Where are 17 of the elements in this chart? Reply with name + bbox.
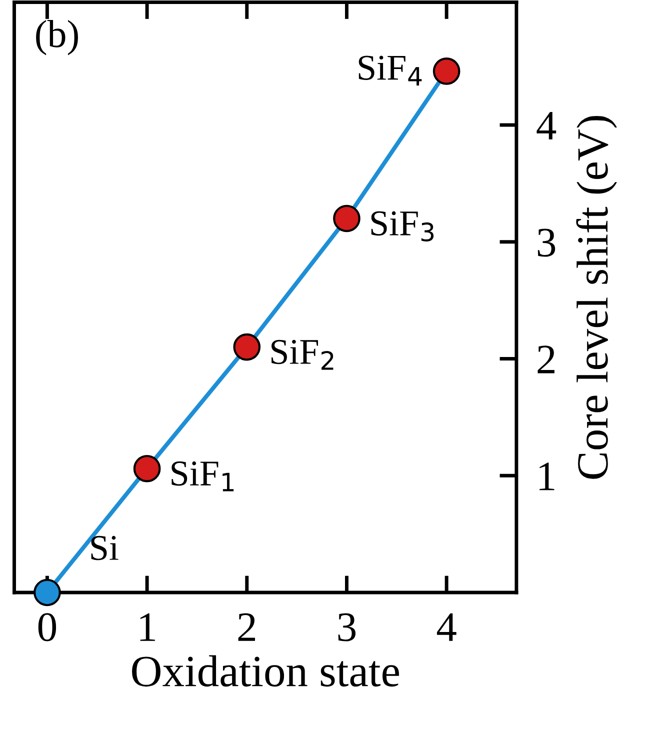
x-tick-label: 4 <box>436 613 456 641</box>
annotation: Si <box>91 536 118 560</box>
y-axis-title: Core level shift (eV) <box>576 116 617 479</box>
annotation: SiF$_{1}$ <box>172 461 234 492</box>
x-tick-label: 3 <box>338 613 356 642</box>
annotation: SiF$_{2}$ <box>272 340 334 370</box>
y-tick-label: 1 <box>540 462 554 490</box>
y-tick-label: 2 <box>538 346 554 374</box>
annotation: (b) <box>36 20 78 56</box>
y-tick-label: 3 <box>538 228 556 257</box>
annotation: SiF$_{4}$ <box>358 56 422 86</box>
annotation: SiF$_{3}$ <box>371 211 434 242</box>
x-tick-label: 2 <box>238 613 256 641</box>
x-tick-label: 1 <box>140 613 155 641</box>
x-axis-title: Oxidation state <box>132 655 399 687</box>
y-tick-label: 4 <box>536 112 556 140</box>
x-tick-label: 0 <box>38 613 56 642</box>
